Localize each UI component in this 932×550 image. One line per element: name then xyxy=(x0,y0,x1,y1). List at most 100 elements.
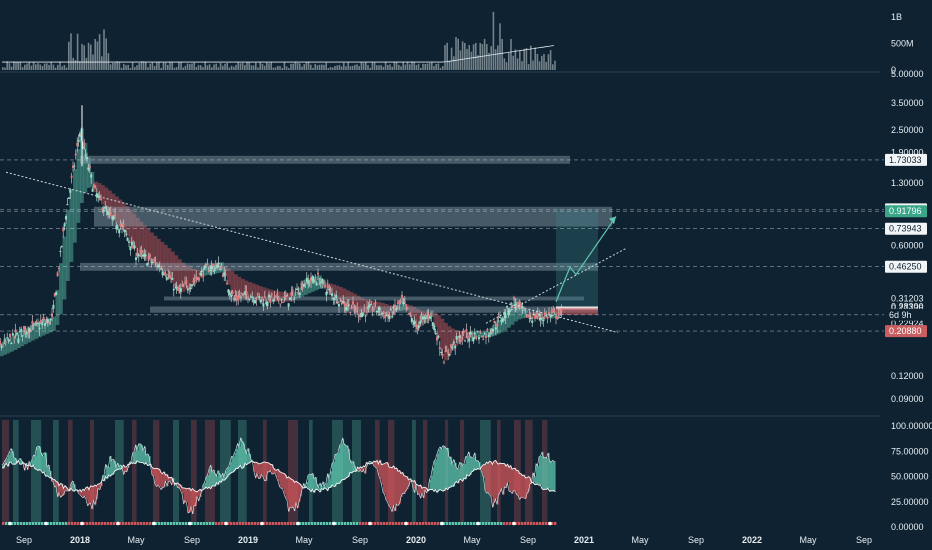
candle-body xyxy=(384,314,387,319)
oscillator-fill xyxy=(294,482,297,511)
candle-body xyxy=(342,301,345,303)
cloud-band-segment xyxy=(258,286,263,301)
oscillator-fill xyxy=(113,459,115,475)
oscillator-fill xyxy=(185,488,187,501)
oscillator-marker xyxy=(281,522,284,525)
oscillator-fill xyxy=(432,467,435,490)
oscillator-fill xyxy=(63,488,66,495)
volume-bar xyxy=(514,49,517,70)
candle-body xyxy=(171,278,174,280)
cloud-band-segment xyxy=(479,331,483,338)
oscillator-marker xyxy=(302,522,305,525)
oscillator-fill xyxy=(459,462,462,480)
candle-body xyxy=(280,299,283,301)
oscillator-marker xyxy=(491,522,494,525)
cloud-band-segment xyxy=(311,277,315,292)
oscillator-fill xyxy=(381,464,384,485)
candle-body xyxy=(461,337,464,340)
oscillator-marker xyxy=(287,522,290,525)
candle-body xyxy=(199,272,202,276)
oscillator-fill xyxy=(78,491,81,494)
candle-body xyxy=(212,264,214,267)
cloud-band-segment xyxy=(164,244,168,272)
oscillator-marker xyxy=(482,522,485,525)
oscillator-fill xyxy=(102,475,105,480)
oscillator-marker xyxy=(509,522,512,525)
oscillator-fill xyxy=(494,461,496,503)
volume-tick-label: 0 xyxy=(891,65,896,75)
oscillator-fill xyxy=(242,441,244,469)
candle-body xyxy=(528,314,531,318)
volume-bar xyxy=(490,46,492,70)
candle-body xyxy=(279,303,282,305)
candle-body xyxy=(37,322,39,325)
oscillator-fill xyxy=(198,490,201,501)
oscillator-highlight xyxy=(90,420,94,523)
oscillator-fill xyxy=(447,448,450,490)
oscillator-marker xyxy=(119,522,122,525)
candle-body xyxy=(423,316,426,319)
x-axis-label: 2021 xyxy=(574,535,594,545)
oscillator-fill xyxy=(285,474,288,499)
volume-bar xyxy=(466,48,468,70)
oscillator-fill xyxy=(101,482,103,487)
candle-body xyxy=(263,296,266,298)
oscillator-fill xyxy=(363,465,366,470)
oscillator-fill xyxy=(506,466,508,488)
candle-body xyxy=(284,295,287,298)
volume-bar xyxy=(134,67,136,70)
cloud-band-segment xyxy=(402,298,406,311)
volume-bar xyxy=(369,67,371,70)
cloud-band-segment xyxy=(388,305,392,319)
oscillator-marker xyxy=(464,522,467,525)
oscillator-marker xyxy=(128,522,131,525)
volume-bar xyxy=(301,66,303,70)
candle-body xyxy=(531,320,534,323)
volume-bar xyxy=(191,63,193,70)
candle-body xyxy=(258,296,261,298)
candle-body xyxy=(546,317,549,319)
volume-bar xyxy=(501,39,503,70)
volume-bar xyxy=(525,47,528,70)
oscillator-fill xyxy=(548,452,550,489)
x-axis-label: May xyxy=(799,535,817,545)
volume-bar xyxy=(96,41,99,70)
volume-bar xyxy=(283,62,286,70)
candle-body xyxy=(158,266,161,269)
oscillator-fill xyxy=(158,468,160,486)
volume-bar xyxy=(349,66,352,70)
volume-bar xyxy=(303,64,305,70)
volume-bar xyxy=(13,61,15,70)
volume-bar xyxy=(32,61,35,70)
candle-body xyxy=(97,194,100,198)
oscillator-dot xyxy=(188,521,192,526)
cloud-band-segment xyxy=(276,291,280,302)
oscillator-fill xyxy=(521,473,523,498)
candle-body xyxy=(231,291,234,295)
oscillator-fill xyxy=(387,462,390,503)
oscillator-fill xyxy=(431,475,433,490)
cloud-band-segment xyxy=(433,312,438,327)
oscillator-marker xyxy=(518,522,521,525)
price-tag-label: 0.91796 xyxy=(889,206,922,216)
oscillator-fill xyxy=(117,463,120,470)
volume-bar xyxy=(398,64,400,70)
oscillator-marker xyxy=(143,522,146,525)
candle-body xyxy=(9,333,11,337)
candle-body xyxy=(457,336,459,338)
oscillator-marker xyxy=(110,522,113,525)
candle-body xyxy=(548,312,550,315)
candle-body xyxy=(132,245,135,249)
candle-body xyxy=(238,295,241,297)
oscillator-fill xyxy=(477,460,480,469)
oscillator-fill xyxy=(380,460,382,479)
oscillator-fill xyxy=(513,468,516,491)
oscillator-fill xyxy=(260,463,262,479)
oscillator-tick-label: 0.00000 xyxy=(891,522,924,532)
candle-body xyxy=(102,209,105,212)
cloud-band-segment xyxy=(171,251,175,283)
volume-bar xyxy=(129,68,132,70)
volume-bar xyxy=(158,61,160,70)
volume-bar xyxy=(373,62,376,70)
